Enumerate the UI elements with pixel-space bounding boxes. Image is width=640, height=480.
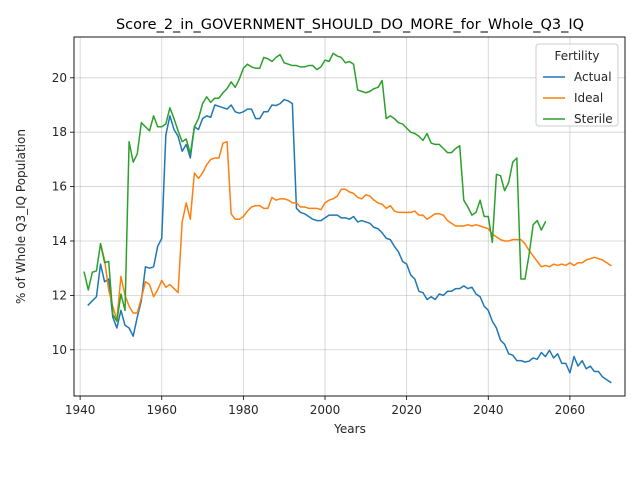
legend-label-ideal: Ideal [574,91,603,105]
x-tick-label: 1960 [146,403,177,417]
legend-label-sterile: Sterile [574,112,613,126]
x-tick-label: 2020 [391,403,422,417]
x-tick-label: 1980 [228,403,259,417]
legend: Fertility Actual Ideal Sterile [536,44,618,126]
legend-label-actual: Actual [574,70,612,84]
x-tick-label: 2060 [555,403,586,417]
y-tick-label: 18 [52,125,67,139]
x-tick-label: 2000 [310,403,341,417]
y-tick-label: 20 [52,71,67,85]
chart-title: Score_2_in_GOVERNMENT_SHOULD_DO_MORE_for… [116,17,584,33]
y-tick-label: 16 [52,180,67,194]
y-tick-label: 14 [52,234,67,248]
y-tick-label: 12 [52,288,67,302]
y-tick-label: 10 [52,343,67,357]
legend-title: Fertility [554,49,599,63]
x-tick-label: 2040 [473,403,504,417]
x-axis-label: Years [333,422,366,436]
y-axis-label: % of Whole Q3_IQ Population [14,129,28,304]
x-tick-label: 1940 [65,403,96,417]
